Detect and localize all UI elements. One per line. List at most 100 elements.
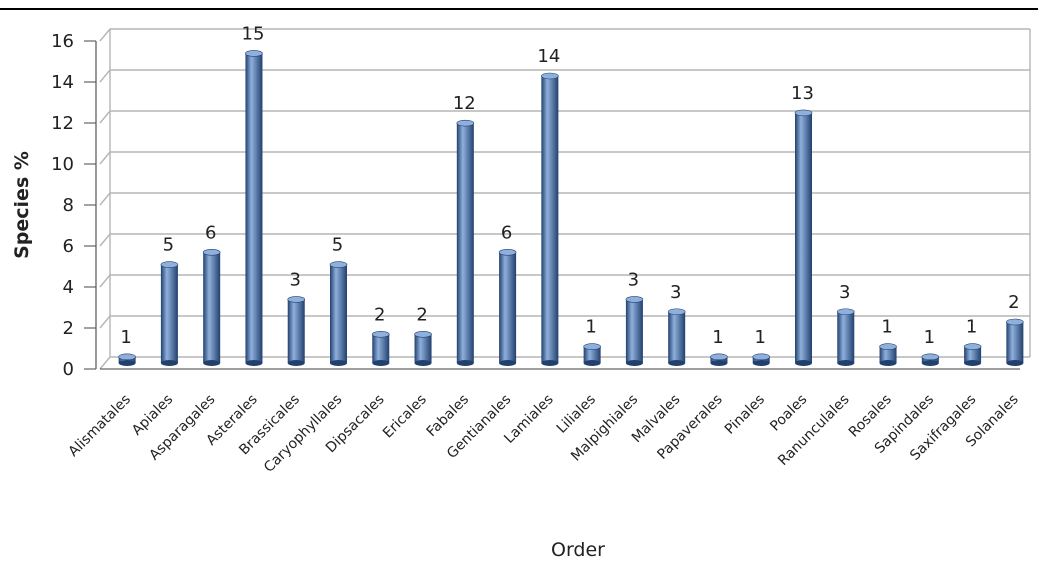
y-tick-label: 14 <box>51 72 74 93</box>
bar-body <box>245 53 263 363</box>
bar-top <box>710 353 728 361</box>
bar-base <box>921 360 939 366</box>
bar-top <box>541 72 559 80</box>
data-label: 3 <box>670 282 681 303</box>
data-label: 13 <box>791 83 814 104</box>
bar-top <box>879 343 897 350</box>
bar-top <box>667 308 686 316</box>
bar-body <box>456 123 474 364</box>
bar-top <box>118 353 136 361</box>
gridline <box>99 69 1030 83</box>
bar <box>710 353 728 366</box>
bar-base <box>160 360 178 366</box>
bar <box>541 72 559 366</box>
bar <box>498 249 517 366</box>
y-tick-label: 6 <box>63 236 74 257</box>
bar-top <box>202 249 221 256</box>
bar-body <box>879 346 897 363</box>
data-label: 1 <box>924 327 935 348</box>
bar <box>625 296 644 366</box>
bar <box>202 249 221 366</box>
data-label: 1 <box>966 317 977 338</box>
bar-base <box>964 360 982 366</box>
bar <box>456 119 475 366</box>
bar-top <box>583 343 601 350</box>
bar-top <box>160 261 179 268</box>
bar <box>329 261 348 366</box>
gridline <box>99 233 1030 247</box>
data-label: 2 <box>416 304 427 325</box>
data-label: 1 <box>712 327 723 348</box>
bar <box>583 343 601 366</box>
gridline <box>99 274 1030 288</box>
x-tick-label: Alismatales <box>66 392 134 460</box>
data-label: 3 <box>839 282 850 303</box>
bar-base <box>414 360 432 366</box>
bar <box>921 353 940 366</box>
x-tick-label: Ericales <box>380 392 430 442</box>
bar <box>963 343 982 366</box>
bar <box>245 50 263 366</box>
bar-base <box>795 360 812 366</box>
y-tick-label: 16 <box>51 31 74 52</box>
gridline <box>99 110 1030 124</box>
bar-body <box>499 252 517 363</box>
data-label: 14 <box>537 46 560 67</box>
bar <box>836 308 855 366</box>
bar-top <box>794 109 813 117</box>
bar-top <box>456 119 475 127</box>
data-label: 3 <box>290 269 301 290</box>
bar-base <box>372 360 390 366</box>
gridline <box>99 151 1030 165</box>
bar-top <box>836 308 855 316</box>
bar-base <box>752 360 770 366</box>
y-tick-label: 10 <box>51 154 74 175</box>
top-rule <box>0 8 1038 10</box>
y-tick-label: 12 <box>51 113 74 134</box>
bar-base <box>710 360 728 366</box>
bar-top <box>498 249 517 256</box>
y-axis-title: Species % <box>11 151 33 259</box>
bar <box>794 109 813 366</box>
gridline <box>99 192 1030 206</box>
data-label: 6 <box>205 222 216 243</box>
y-tick-label: 4 <box>63 277 74 298</box>
bar-top <box>287 296 306 303</box>
bar-body <box>160 264 178 363</box>
bar-body <box>583 346 601 363</box>
bar-base <box>456 360 474 366</box>
bar-base <box>203 360 221 366</box>
bar-body <box>795 112 812 364</box>
x-tick-label: Pinales <box>722 392 768 438</box>
y-tick-label: 2 <box>63 318 74 339</box>
y-tick-label: 8 <box>63 195 74 216</box>
bar-body <box>964 346 982 363</box>
bar <box>414 330 432 366</box>
bar-base <box>668 360 686 366</box>
bar-body <box>668 311 686 363</box>
bar-top <box>921 353 940 361</box>
data-label: 2 <box>374 304 385 325</box>
bar-base <box>330 360 347 366</box>
bar-base <box>837 360 855 366</box>
bar-body <box>203 252 221 363</box>
bar-body <box>625 299 643 363</box>
x-axis-title: Order <box>551 539 605 561</box>
data-label: 2 <box>1008 292 1019 313</box>
bar-body <box>541 76 559 363</box>
data-label: 1 <box>120 327 131 348</box>
data-label: 1 <box>585 317 596 338</box>
gridline <box>99 28 1030 42</box>
bar-top <box>329 261 348 268</box>
bar-body <box>837 311 855 363</box>
data-label: 1 <box>755 327 766 348</box>
data-label: 1 <box>881 317 892 338</box>
bar-base <box>541 360 559 366</box>
bar-body <box>330 264 347 363</box>
bar <box>752 353 771 366</box>
data-label: 6 <box>501 222 512 243</box>
bar-top <box>414 330 432 338</box>
bar-base <box>879 360 897 366</box>
data-label: 5 <box>163 235 174 256</box>
